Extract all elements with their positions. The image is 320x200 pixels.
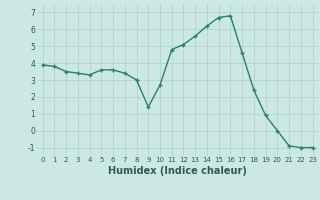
- X-axis label: Humidex (Indice chaleur): Humidex (Indice chaleur): [108, 166, 247, 176]
